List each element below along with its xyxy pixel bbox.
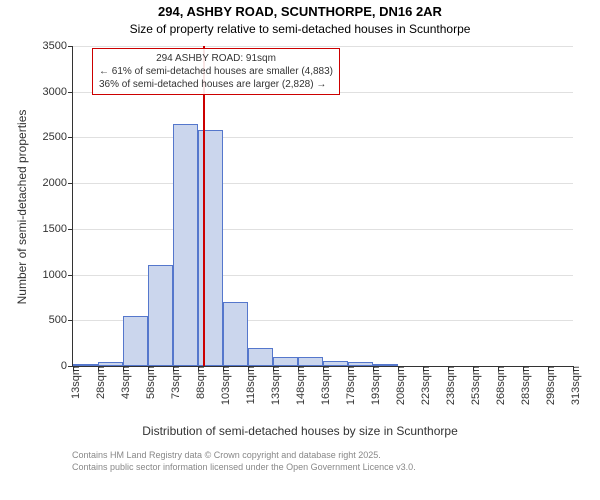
xtick-label: 133sqm <box>264 366 282 405</box>
xtick-label: 313sqm <box>564 366 582 405</box>
histogram-bar <box>173 124 198 366</box>
xtick-label: 43sqm <box>114 366 132 399</box>
xtick-label: 148sqm <box>289 366 307 405</box>
histogram-bar <box>273 357 298 366</box>
xtick-label: 118sqm <box>239 366 257 404</box>
chart-container: 294, ASHBY ROAD, SCUNTHORPE, DN16 2AR Si… <box>0 0 600 500</box>
annotation-line: 36% of semi-detached houses are larger (… <box>99 78 333 91</box>
ytick-label: 2000 <box>43 177 73 189</box>
ytick-label: 500 <box>49 314 73 326</box>
ytick-label: 3500 <box>43 40 73 52</box>
attribution-line2: Contains public sector information licen… <box>72 462 416 474</box>
xtick-label: 163sqm <box>314 366 332 405</box>
chart-title: 294, ASHBY ROAD, SCUNTHORPE, DN16 2AR <box>0 4 600 19</box>
xtick-label: 208sqm <box>389 366 407 405</box>
xtick-label: 103sqm <box>214 366 232 405</box>
gridline <box>73 183 573 184</box>
histogram-bar <box>298 357 323 366</box>
annotation-line: ← 61% of semi-detached houses are smalle… <box>99 65 333 78</box>
annotation-line: 294 ASHBY ROAD: 91sqm <box>99 52 333 65</box>
xtick-label: 193sqm <box>364 366 382 405</box>
gridline <box>73 46 573 47</box>
histogram-bar <box>248 348 273 366</box>
xtick-label: 253sqm <box>464 366 482 405</box>
xtick-label: 73sqm <box>164 366 182 399</box>
gridline <box>73 137 573 138</box>
gridline <box>73 229 573 230</box>
xtick-label: 88sqm <box>189 366 207 399</box>
histogram-bar <box>223 302 248 366</box>
xtick-label: 178sqm <box>339 366 357 405</box>
xtick-label: 283sqm <box>514 366 532 405</box>
ytick-label: 2500 <box>43 131 73 143</box>
histogram-bar <box>123 316 148 366</box>
xtick-label: 13sqm <box>64 366 82 399</box>
chart-subtitle: Size of property relative to semi-detach… <box>0 22 600 36</box>
attribution-text: Contains HM Land Registry data © Crown c… <box>72 450 416 473</box>
xtick-label: 28sqm <box>89 366 107 399</box>
annotation-box: 294 ASHBY ROAD: 91sqm← 61% of semi-detac… <box>92 48 340 95</box>
xtick-label: 268sqm <box>489 366 507 405</box>
xtick-label: 238sqm <box>439 366 457 405</box>
y-axis-label: Number of semi-detached properties <box>15 97 29 317</box>
histogram-bar <box>148 265 173 366</box>
xtick-label: 58sqm <box>139 366 157 399</box>
ytick-label: 3000 <box>43 86 73 98</box>
xtick-label: 298sqm <box>539 366 557 405</box>
ytick-label: 1500 <box>43 223 73 235</box>
histogram-bar <box>198 130 223 366</box>
attribution-line1: Contains HM Land Registry data © Crown c… <box>72 450 416 462</box>
x-axis-label: Distribution of semi-detached houses by … <box>0 424 600 438</box>
xtick-label: 223sqm <box>414 366 432 405</box>
ytick-label: 1000 <box>43 269 73 281</box>
